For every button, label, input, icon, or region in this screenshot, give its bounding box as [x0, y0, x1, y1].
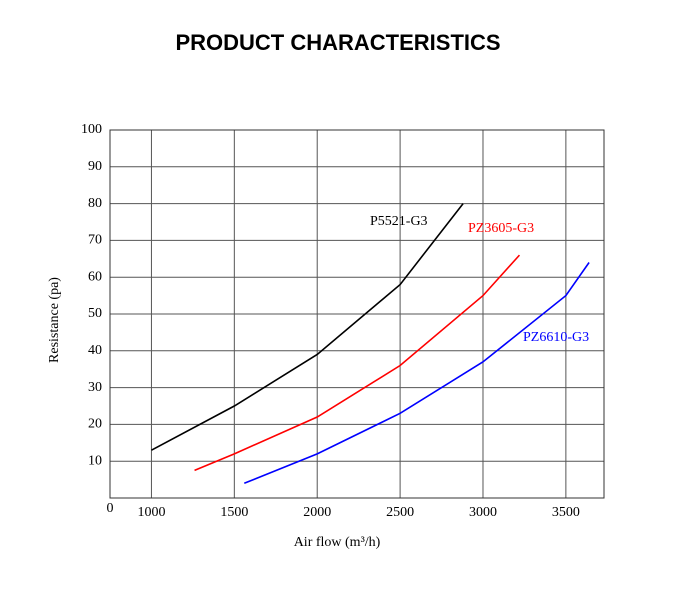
curve-label: PZ6610-G3: [523, 330, 589, 345]
curve: [151, 203, 464, 451]
y-tick-label: 40: [88, 343, 102, 358]
curve-label: P5521-G3: [370, 214, 428, 229]
x-tick-label: 3500: [552, 505, 580, 520]
y-tick-label: 60: [88, 269, 102, 284]
y-tick-label: 20: [88, 417, 102, 432]
y-axis-label: Resistance (pa): [47, 277, 62, 363]
y-tick-label: 80: [88, 196, 102, 211]
chart-title: PRODUCT CHARACTERISTICS: [175, 30, 500, 55]
x-tick-label: 1000: [137, 505, 165, 520]
x-tick-label: 2500: [386, 505, 414, 520]
y-tick-label: 30: [88, 380, 102, 395]
curve: [243, 262, 590, 485]
y-tick-label: 0: [107, 501, 114, 516]
x-tick-label: 1500: [220, 505, 248, 520]
plot-frame: [109, 129, 605, 499]
y-tick-label: 70: [88, 233, 102, 248]
curve: [194, 254, 521, 472]
curve-label: PZ3605-G3: [468, 221, 534, 236]
y-tick-label: 90: [88, 159, 102, 174]
x-axis-label: Air flow (m³/h): [294, 535, 381, 550]
y-tick-label: 100: [81, 122, 102, 137]
y-tick-label: 10: [88, 453, 102, 468]
x-tick-label: 3000: [469, 505, 497, 520]
y-tick-label: 50: [88, 306, 102, 321]
x-tick-label: 2000: [303, 505, 331, 520]
